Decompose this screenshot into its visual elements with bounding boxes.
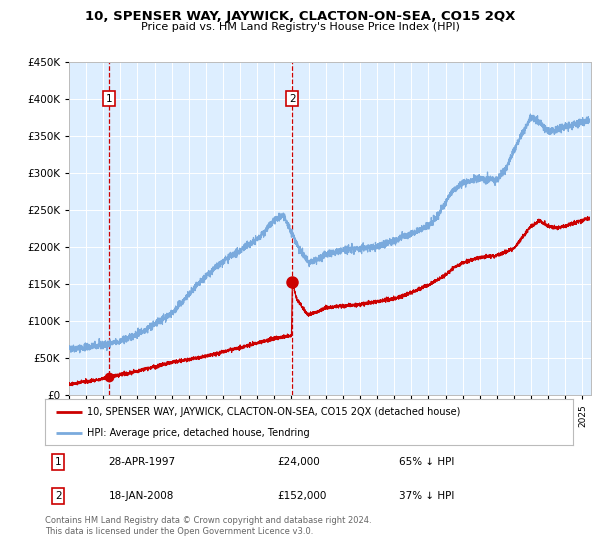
Text: 18-JAN-2008: 18-JAN-2008 bbox=[109, 491, 174, 501]
Text: 10, SPENSER WAY, JAYWICK, CLACTON-ON-SEA, CO15 2QX: 10, SPENSER WAY, JAYWICK, CLACTON-ON-SEA… bbox=[85, 10, 515, 22]
Text: 1: 1 bbox=[55, 457, 62, 467]
Text: 1: 1 bbox=[106, 94, 112, 104]
Text: £24,000: £24,000 bbox=[277, 457, 320, 467]
Text: Price paid vs. HM Land Registry's House Price Index (HPI): Price paid vs. HM Land Registry's House … bbox=[140, 22, 460, 32]
Text: £152,000: £152,000 bbox=[277, 491, 326, 501]
Text: 65% ↓ HPI: 65% ↓ HPI bbox=[399, 457, 454, 467]
Text: 28-APR-1997: 28-APR-1997 bbox=[109, 457, 175, 467]
Text: Contains HM Land Registry data © Crown copyright and database right 2024.
This d: Contains HM Land Registry data © Crown c… bbox=[45, 516, 371, 536]
Text: HPI: Average price, detached house, Tendring: HPI: Average price, detached house, Tend… bbox=[87, 428, 310, 438]
Text: 2: 2 bbox=[289, 94, 296, 104]
Text: 2: 2 bbox=[55, 491, 62, 501]
Text: 10, SPENSER WAY, JAYWICK, CLACTON-ON-SEA, CO15 2QX (detached house): 10, SPENSER WAY, JAYWICK, CLACTON-ON-SEA… bbox=[87, 407, 461, 417]
Text: 37% ↓ HPI: 37% ↓ HPI bbox=[399, 491, 454, 501]
